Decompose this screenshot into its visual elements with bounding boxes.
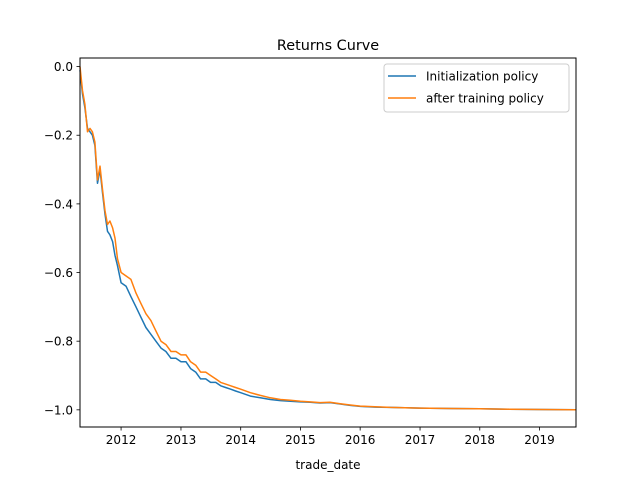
x-axis-ticks: 2012 2013 2014 2015 2016 2017 2018 2019: [106, 427, 555, 447]
x-tick-label: 2016: [345, 433, 376, 447]
x-tick-label: 2015: [285, 433, 316, 447]
series-line-after-training-policy: [79, 66, 577, 411]
plot-area: 2012 2013 2014 2015 2016 2017 2018 2019 0.0 −0.2…: [44, 57, 577, 447]
x-tick-label: 2017: [405, 433, 436, 447]
y-axis-ticks: 0.0 −0.2 −0.4 −0.6 −0.8 −1.0: [44, 60, 80, 417]
x-tick-label: 2013: [166, 433, 197, 447]
legend-frame: [383, 63, 570, 113]
y-tick-label: 0.0: [54, 60, 73, 74]
x-tick-label: 2012: [106, 433, 137, 447]
y-tick-label: −0.2: [44, 129, 73, 143]
y-tick-label: −0.6: [44, 266, 73, 280]
y-tick-label: −0.4: [44, 197, 73, 211]
x-tick-label: 2019: [524, 433, 555, 447]
x-tick-label: 2018: [465, 433, 496, 447]
legend-label-initialization: Initialization policy: [426, 70, 538, 84]
axes-frame: [79, 57, 577, 428]
x-axis-label: trade_date: [295, 458, 360, 472]
chart-title: Returns Curve: [277, 38, 379, 54]
legend-label-after-training: after training policy: [426, 92, 544, 106]
series-layer: [79, 66, 577, 411]
y-tick-label: −0.8: [44, 335, 73, 349]
x-tick-label: 2014: [225, 433, 256, 447]
y-tick-label: −1.0: [44, 403, 73, 417]
legend: Initialization policy after training pol…: [383, 63, 570, 113]
